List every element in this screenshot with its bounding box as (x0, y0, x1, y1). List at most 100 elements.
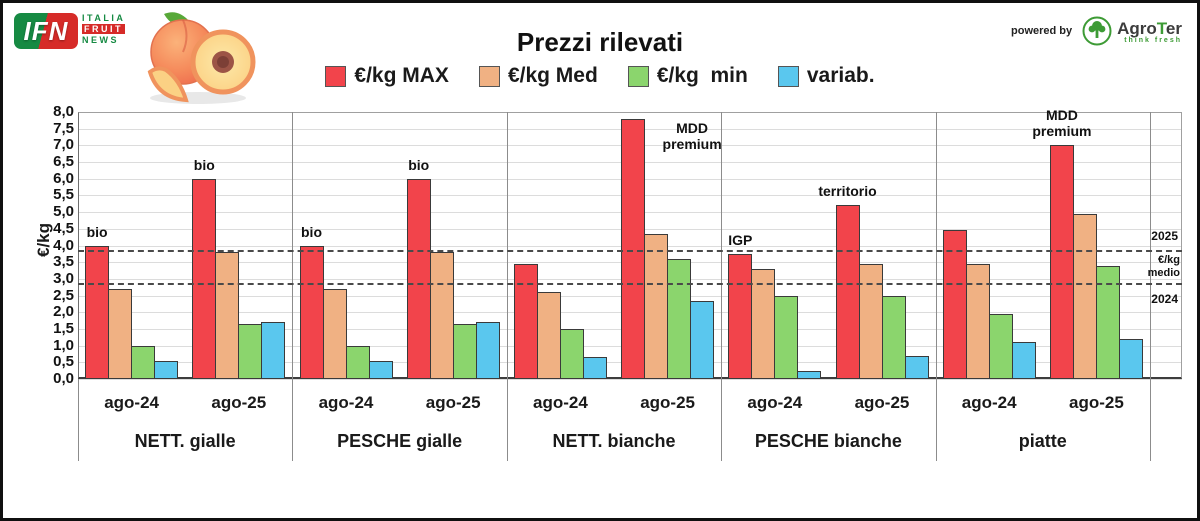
y-tick-label: 1,5 (53, 319, 74, 337)
powered-by-label: powered by (1011, 25, 1073, 37)
bar-min (988, 313, 1013, 379)
bar-max (1049, 145, 1074, 379)
bar-med (215, 252, 240, 379)
group-separator (1150, 379, 1151, 461)
y-tick-label: 6,5 (53, 153, 74, 171)
x-tick-label: ago-24 (532, 393, 588, 412)
group-label: PESCHE bianche (754, 431, 902, 451)
legend-swatch-med (478, 65, 500, 87)
bar-max (728, 253, 753, 379)
bar-max (192, 178, 217, 379)
group-label: NETT. gialle (134, 431, 236, 451)
ifn-logo-line-italia: ITALIA (82, 13, 126, 23)
legend-swatch-max (325, 65, 347, 87)
bar-max (513, 263, 538, 379)
ifn-logo-line-fruit: FRUIT (82, 24, 126, 34)
bar-min (774, 295, 799, 379)
legend-swatch-variab (777, 65, 799, 87)
bar-min (559, 328, 584, 379)
bar-min (131, 345, 156, 379)
legend-swatch-min (627, 65, 649, 87)
reference-label-2024: 2024 (1151, 291, 1178, 306)
x-tick-label: ago-24 (104, 393, 159, 412)
x-tick-label: ago-25 (425, 393, 481, 412)
bar-annotation: MDD premium (662, 120, 722, 152)
agroter-tree-icon (1082, 16, 1112, 46)
bar-annotation: bio (408, 156, 430, 173)
x-tick-label: ago-24 (747, 393, 803, 412)
bar-variab (797, 370, 822, 379)
bar-variab (690, 300, 715, 379)
ifn-logo-text: ITALIA FRUIT NEWS (82, 13, 126, 45)
bar-min (667, 258, 692, 379)
bar-annotation: IGP (728, 231, 753, 248)
bar-variab (1011, 342, 1036, 379)
legend-item-med: €/kg Med (478, 64, 598, 88)
bar-max (85, 245, 110, 379)
y-tick-label: 8,0 (53, 103, 74, 120)
bar-annotation: bio (193, 156, 215, 173)
bar-min (452, 323, 477, 379)
y-tick-label: 0,0 (53, 370, 74, 387)
group-label: PESCHE gialle (337, 431, 463, 451)
y-tick-label: 3,0 (53, 269, 74, 287)
bar-annotation: bio (86, 223, 108, 240)
y-tick-label: 2,5 (53, 286, 74, 304)
legend-item-variab: variab. (777, 64, 875, 88)
legend-label-med: €/kg Med (507, 64, 598, 87)
y-tick-label: 7,0 (53, 136, 74, 154)
y-tick-label: 5,0 (53, 203, 74, 221)
y-tick-label: 0,5 (53, 353, 74, 371)
group-separator (506, 379, 508, 461)
bar-med (536, 292, 561, 379)
bar-max (835, 205, 860, 379)
y-tick-label: 4,0 (53, 236, 74, 254)
agroter-logo: AgroTer think fresh (1082, 16, 1182, 46)
legend-label-max: €/kg MAX (354, 64, 449, 87)
x-tick-label: ago-25 (1068, 393, 1124, 412)
bar-med (1072, 213, 1097, 379)
bar-variab (154, 360, 179, 379)
bar-med (644, 233, 669, 379)
reference-line-2024 (78, 282, 1182, 285)
bar-max (621, 118, 646, 379)
y-tick-label: 5,5 (53, 186, 74, 204)
group-separator (935, 379, 937, 461)
bar-med (751, 268, 776, 379)
y-tick-label: 6,0 (53, 169, 74, 187)
bar-med (108, 288, 133, 379)
bar-min (238, 323, 263, 379)
bar-annotation: territorio (818, 183, 877, 200)
y-tick-label: 3,5 (53, 253, 74, 271)
y-tick-label: 1,0 (53, 336, 74, 354)
bar-variab (582, 357, 607, 379)
bar-med (965, 263, 990, 379)
x-tick-label: ago-25 (854, 393, 910, 412)
reference-caption: €/kg medio (1147, 254, 1180, 280)
group-separator (1150, 112, 1151, 379)
chart-title: Prezzi rilevati (516, 27, 684, 57)
group-label: piatte (1018, 431, 1067, 451)
y-tick-label: 7,5 (53, 119, 74, 137)
legend: €/kg MAX €/kg Med €/kg min variab. (0, 64, 1200, 88)
bar-variab (1118, 338, 1143, 379)
ifn-logo: IFN ITALIA FRUIT NEWS (14, 13, 126, 49)
group-separator (292, 112, 294, 379)
legend-label-min: €/kg min (656, 64, 748, 87)
bar-variab (368, 360, 393, 379)
bar-max (299, 245, 324, 379)
group-separator (78, 379, 79, 461)
peach-illustration-icon (128, 6, 268, 111)
ifn-logo-abbr: IFN (23, 15, 69, 46)
bar-variab (475, 322, 500, 379)
y-tick-label: 2,0 (53, 303, 74, 321)
group-separator (721, 112, 723, 379)
agroter-tagline: think fresh (1124, 36, 1182, 44)
powered-by-block: powered by AgroTer think fresh (1011, 16, 1182, 46)
bar-med (858, 263, 883, 379)
x-tick-label: ago-25 (211, 393, 267, 412)
reference-line-2025 (78, 249, 1182, 252)
group-separator (721, 379, 723, 461)
gridline (78, 379, 1182, 380)
